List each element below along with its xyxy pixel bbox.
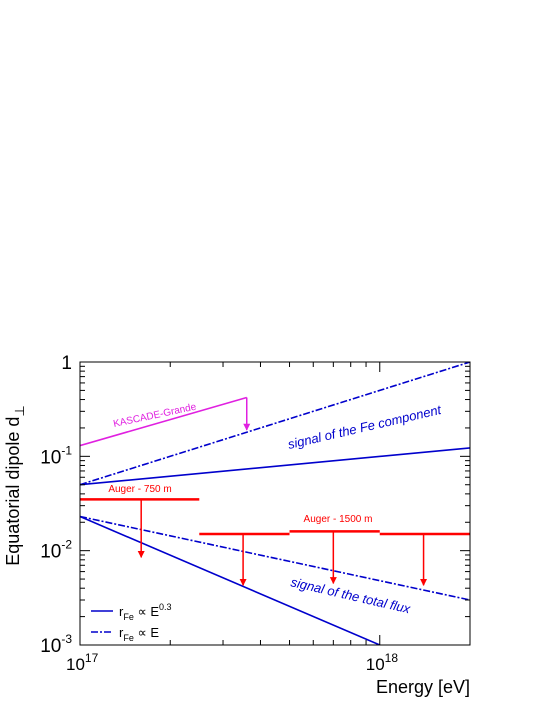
- y-tick-label: 10-1: [40, 443, 72, 468]
- chart-legend: rFe ∝ E0.3 rFe ∝ E: [91, 602, 172, 643]
- y-axis-title: Equatorial dipole d⊥: [3, 405, 27, 565]
- annotation-auger-1500-m: Auger - 1500 m: [304, 514, 373, 525]
- plot-border: [79, 361, 471, 646]
- series-line-total-1: [80, 515, 470, 601]
- annotation-signal-of-the-fe-component: signal of the Fe component: [286, 402, 444, 452]
- plot-area: [80, 362, 470, 645]
- series-line-fe-1: [80, 362, 470, 486]
- x-tick-label: 1018: [366, 651, 399, 674]
- legend-label: rFe ∝ E: [119, 625, 159, 643]
- plot-frame: [79, 361, 471, 646]
- series-line-fe-0.3: [80, 447, 470, 486]
- annotation-signal-of-the-total-flux: signal of the total flux: [289, 574, 412, 616]
- annotation-auger-750-m: Auger - 750 m: [108, 484, 171, 495]
- y-tick-label: 1: [61, 353, 72, 374]
- y-tick-label: 10-2: [40, 538, 72, 563]
- limit-bar-0: [80, 396, 247, 447]
- series-line-total-0.3: [80, 515, 381, 645]
- legend-label: rFe ∝ E0.3: [119, 602, 172, 622]
- y-tick-label: 10-3: [40, 632, 72, 657]
- x-axis-title: Energy [eV]: [376, 677, 470, 697]
- chart-marks: [80, 362, 470, 645]
- x-tick-label: 1017: [66, 651, 99, 674]
